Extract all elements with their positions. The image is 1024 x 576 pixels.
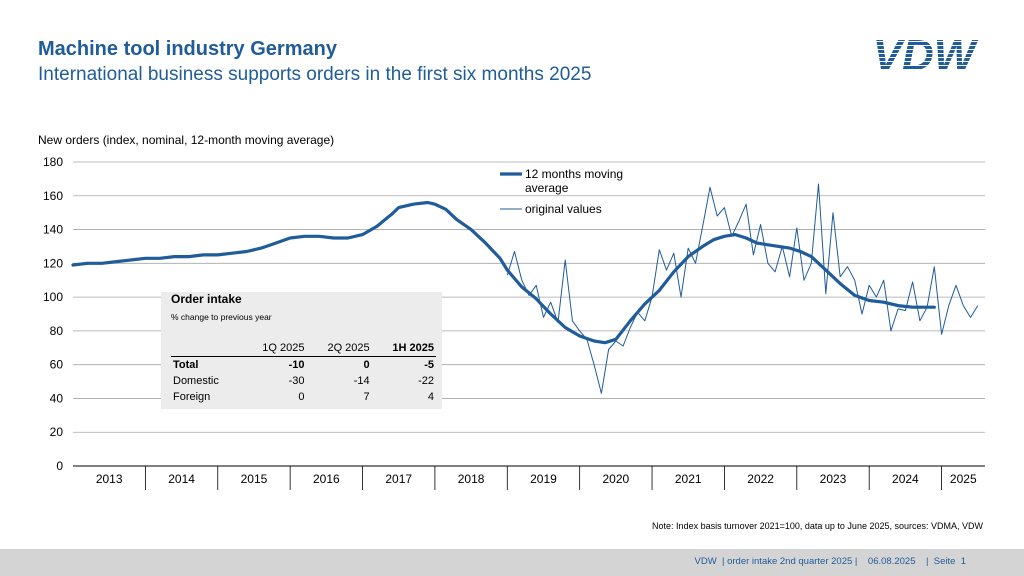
cell-value: 0 — [298, 391, 305, 403]
order-intake-grid: 1Q 2025 2Q 2025 1H 2025 Total -10 0 -5 D… — [171, 340, 436, 405]
source-note: Note: Index basis turnover 2021=100, dat… — [652, 521, 983, 531]
order-intake-table: Order intake % change to previous year 1… — [161, 292, 442, 409]
table-row: Domestic -30 -14 -22 — [171, 373, 436, 389]
page-title: Machine tool industry Germany — [38, 38, 337, 60]
order-intake-subtitle: % change to previous year — [171, 312, 272, 322]
cell-value: -22 — [418, 375, 434, 387]
row-label: Foreign — [173, 391, 211, 403]
table-row: Foreign 0 7 4 — [171, 389, 436, 405]
cell-value: -5 — [424, 359, 434, 371]
vdw-logo: VDW — [873, 34, 979, 74]
x-tick-label: 2020 — [603, 472, 630, 486]
cell-value: 4 — [427, 391, 434, 403]
col-header-1q: 1Q 2025 — [241, 340, 307, 357]
page-subtitle: International business supports orders i… — [38, 64, 592, 85]
x-tick-label: 2019 — [530, 472, 557, 486]
y-tick-label: 60 — [50, 358, 64, 372]
y-tick-label: 120 — [43, 256, 63, 270]
cell-value: -30 — [288, 375, 305, 387]
y-tick-label: 80 — [50, 324, 64, 338]
x-tick-label: 2017 — [385, 472, 412, 486]
x-tick-label: 2016 — [313, 472, 340, 486]
x-tick-label: 2021 — [675, 472, 702, 486]
legend-label-original-values: original values — [525, 202, 602, 216]
cell-value: 7 — [363, 391, 370, 403]
table-row: Total -10 0 -5 — [171, 357, 436, 374]
x-tick-label: 2024 — [892, 472, 919, 486]
row-label: Total — [173, 359, 199, 371]
x-tick-label: 2025 — [950, 472, 977, 486]
series-line-moving-average — [71, 200, 936, 345]
logo-text: VDW — [873, 34, 979, 74]
x-tick-label: 2022 — [747, 472, 774, 486]
y-tick-label: 40 — [50, 391, 64, 405]
footer-bar: VDW | order intake 2nd quarter 2025 | 06… — [0, 549, 1024, 576]
y-tick-label: 20 — [50, 425, 64, 439]
y-tick-label: 160 — [43, 189, 63, 203]
row-label: Domestic — [173, 375, 219, 387]
col-header-1h: 1H 2025 — [371, 340, 436, 357]
x-tick-label: 2023 — [820, 472, 847, 486]
x-tick-label: 2018 — [458, 472, 485, 486]
y-tick-label: 0 — [56, 459, 63, 473]
x-tick-label: 2013 — [96, 472, 123, 486]
cell-value: -14 — [353, 375, 370, 387]
col-header-2q: 2Q 2025 — [306, 340, 372, 357]
y-tick-label: 140 — [43, 223, 63, 237]
y-tick-label: 180 — [43, 155, 63, 169]
x-tick-label: 2015 — [241, 472, 268, 486]
y-tick-label: 100 — [43, 290, 63, 304]
cell-value: 0 — [363, 359, 370, 371]
col-header-blank — [171, 340, 242, 357]
cell-value: -10 — [288, 359, 305, 371]
y-axis-title: New orders (index, nominal, 12-month mov… — [38, 133, 335, 147]
footer-text: VDW | order intake 2nd quarter 2025 | 06… — [694, 556, 966, 567]
legend-label-moving-average: 12 months moving average — [525, 167, 623, 195]
x-tick-label: 2014 — [168, 472, 195, 486]
order-intake-title: Order intake — [171, 292, 242, 306]
